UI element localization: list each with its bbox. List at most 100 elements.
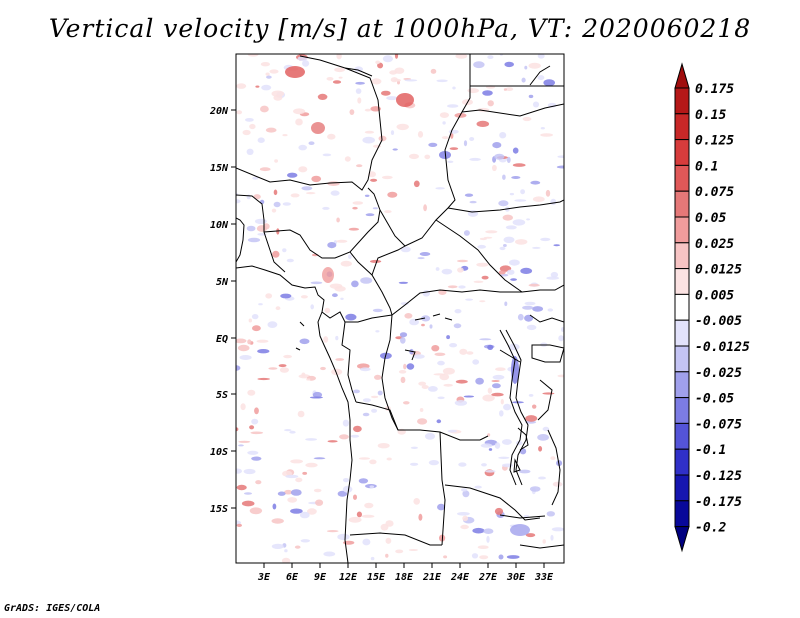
shading-patch — [398, 281, 409, 284]
shading-patch — [247, 54, 259, 57]
lat-label-10n: 10N — [210, 220, 229, 231]
shading-patch — [446, 335, 450, 340]
shading-patch — [455, 379, 468, 384]
shading-patch — [372, 308, 383, 313]
shading-patch — [503, 236, 515, 243]
shading-patch — [385, 537, 392, 544]
lon-label-21e: 21E — [422, 572, 442, 583]
lon-label-33e: 33E — [534, 572, 554, 583]
shading-patch — [469, 200, 477, 204]
shading-patch-strong — [285, 66, 305, 78]
shading-patch — [332, 80, 342, 84]
shading-patch — [247, 389, 256, 396]
shading-patch — [236, 110, 243, 115]
shading-patch — [273, 189, 278, 196]
shading-patch — [400, 336, 406, 344]
shading-patch-strong — [511, 356, 519, 384]
lon-label-30e: 30E — [506, 572, 526, 583]
colorbar-label: 0.005 — [695, 288, 734, 303]
shading-patch — [449, 343, 458, 348]
colorbar-label: -0.0125 — [695, 340, 750, 355]
lon-label-12e: 12E — [339, 572, 358, 583]
shading-patch — [349, 109, 355, 115]
shading-patch — [271, 90, 285, 97]
shading-patch — [236, 468, 242, 474]
shading-patch — [520, 189, 525, 195]
shading-patch — [295, 118, 303, 126]
shading-patch — [283, 354, 292, 359]
shading-patch — [532, 101, 540, 108]
shading-patch — [413, 180, 420, 188]
shading-patch — [546, 511, 555, 517]
shading-patch — [389, 70, 398, 75]
shading-patch — [277, 491, 286, 496]
shading-patch — [384, 210, 392, 214]
shading-patch — [375, 330, 380, 333]
shading-patch — [342, 419, 349, 427]
shading-patch — [532, 246, 541, 249]
shading-patch — [342, 485, 353, 493]
shading-patch — [249, 425, 255, 430]
shading-patch — [424, 432, 436, 440]
shading-patch — [272, 250, 280, 258]
country-borders — [236, 54, 564, 563]
shading-patch — [495, 367, 506, 372]
colorbar-swatch — [674, 345, 690, 373]
shading-patch — [550, 534, 554, 541]
shading-patch — [377, 443, 390, 449]
shading-patch — [524, 65, 528, 70]
colorbar-label: -0.2 — [695, 521, 726, 536]
shading-patch — [498, 200, 509, 207]
shading-patch — [530, 180, 541, 185]
shading-patch — [543, 79, 555, 87]
shading-patch — [443, 555, 448, 559]
shading-patch — [299, 511, 310, 519]
shading-patch — [430, 68, 437, 74]
shading-patch — [462, 515, 469, 522]
shading-patch — [443, 383, 454, 387]
shading-patch — [334, 67, 346, 73]
shading-patch — [282, 134, 288, 137]
shading-patch — [364, 194, 370, 197]
shading-patch — [246, 148, 254, 155]
shading-patch — [454, 400, 468, 406]
shading-patch — [522, 305, 534, 310]
shading-patch — [503, 244, 507, 247]
colorbar-label: 0.15 — [695, 108, 726, 123]
shading-patch — [313, 488, 322, 493]
shading-patch — [524, 314, 534, 322]
shading-patch — [354, 66, 363, 72]
shading-patch — [437, 396, 445, 400]
shading-patch — [473, 280, 484, 283]
shading-patch — [498, 554, 504, 560]
colorbar-swatch — [674, 319, 690, 347]
shading-patch — [395, 549, 404, 554]
shading-patch — [302, 60, 310, 67]
shading-patch — [364, 108, 371, 112]
shading-patch — [250, 431, 264, 435]
shading-patch — [418, 381, 427, 386]
colorbar-label: -0.1 — [695, 443, 726, 458]
shading-patch — [355, 88, 362, 94]
shading-patch — [326, 77, 334, 81]
shading-patch — [344, 156, 351, 162]
shading-patch — [327, 181, 340, 187]
shading-patch — [492, 374, 505, 380]
shading-patch — [458, 285, 466, 289]
shading-patch — [353, 494, 357, 500]
shading-patch — [455, 54, 468, 59]
lat-label-eq: EQ — [216, 334, 228, 345]
shading-patch — [422, 290, 431, 297]
shading-patch — [273, 201, 281, 208]
shading-patch — [290, 193, 300, 198]
shading-patch — [335, 358, 345, 361]
shading-patch — [358, 457, 370, 460]
colorbar-label: 0.0125 — [695, 263, 742, 278]
shading-patch — [502, 174, 506, 180]
lat-tick-labels: 20N 15N 10N 5N EQ 5S 10S 15S — [209, 106, 229, 515]
shading-patch — [249, 123, 256, 130]
shading-patch — [503, 403, 512, 411]
shading-patch — [317, 93, 328, 100]
shading-patch — [542, 539, 546, 544]
shading-patch — [487, 100, 494, 107]
